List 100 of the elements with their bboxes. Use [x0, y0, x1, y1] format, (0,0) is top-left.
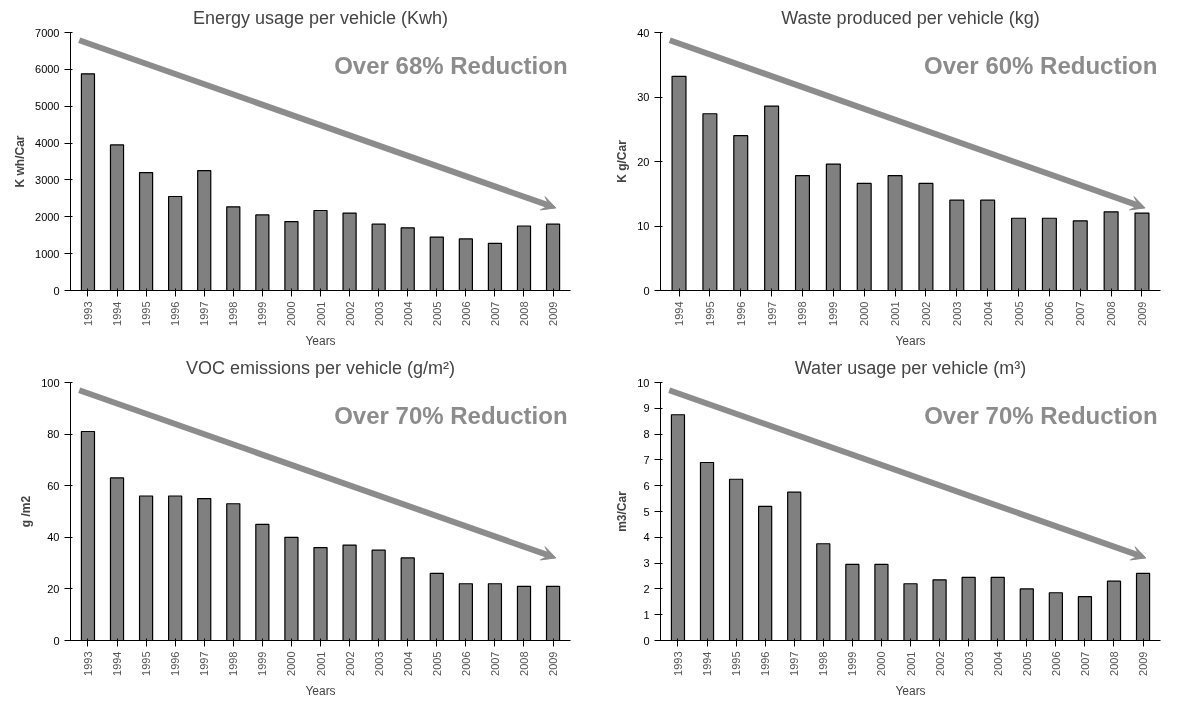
y-tick-label: 1000 [35, 247, 60, 260]
x-tick-label: 2005 [430, 301, 443, 326]
x-tick-label: 2004 [401, 651, 414, 676]
x-tick-label: 2003 [372, 651, 385, 676]
x-tick-label: 2008 [517, 651, 530, 676]
x-tick-label: 2009 [547, 301, 560, 326]
x-tick-label: 1996 [759, 651, 772, 676]
y-tick-label: 60 [47, 479, 60, 492]
x-tick-label: 2006 [1043, 301, 1056, 326]
x-tick-label: 2007 [488, 301, 501, 326]
x-tick-label: 1996 [734, 301, 747, 326]
x-tick-label: 1997 [198, 301, 211, 326]
x-tick-label: 1996 [169, 301, 182, 326]
x-tick-label: 1995 [730, 651, 743, 676]
x-tick-label: 2004 [401, 301, 414, 326]
chart-title: Waste produced per vehicle (kg) [781, 7, 1040, 28]
x-tick-label: 2003 [962, 651, 975, 676]
chart-title: Water usage per vehicle (m³) [794, 357, 1027, 378]
y-tick-label: 10 [637, 220, 650, 232]
x-tick-label: 2000 [285, 651, 298, 676]
y-tick-label: 8 [643, 428, 650, 441]
annotation: Over 60% Reduction [924, 51, 1158, 79]
x-tick-label: 2001 [314, 651, 327, 676]
y-tick-label: 7 [643, 453, 650, 466]
x-tick-label: 1994 [673, 301, 686, 326]
y-axis-title: m3/Car [615, 490, 630, 532]
y-tick-label: 4000 [35, 137, 60, 150]
x-tick-label: 1997 [198, 651, 211, 676]
x-tick-label: 1999 [846, 651, 859, 676]
y-tick-label: 7000 [35, 26, 60, 39]
x-tick-label: 2002 [343, 301, 356, 326]
y-tick-label: 10 [637, 376, 650, 389]
chart-title: VOC emissions per vehicle (g/m²) [185, 357, 456, 378]
y-tick-label: 80 [47, 428, 60, 441]
x-tick-label: 1999 [827, 301, 840, 326]
x-tick-label: 1998 [817, 651, 830, 676]
x-tick-label: 1997 [765, 301, 778, 326]
y-tick-label: 40 [637, 26, 650, 39]
y-tick-label: 0 [643, 284, 650, 297]
x-tick-label: 2001 [904, 651, 917, 676]
x-tick-label: 1995 [703, 301, 716, 326]
y-axis-title: g /m2 [19, 495, 34, 528]
y-tick-label: 2 [643, 582, 650, 595]
x-tick-label: 2009 [547, 651, 560, 676]
y-axis-title: K g/Car [615, 139, 630, 183]
x-tick-label: 1993 [671, 651, 684, 676]
x-tick-label: 2007 [1074, 301, 1087, 326]
x-tick-label: 2001 [314, 301, 327, 326]
x-tick-label: 1998 [796, 301, 809, 326]
y-tick-label: 0 [53, 284, 60, 297]
x-axis-title: Years [895, 683, 926, 698]
y-tick-label: 5000 [35, 100, 60, 113]
x-tick-label: 1997 [788, 651, 801, 676]
y-tick-label: 6 [643, 479, 650, 492]
y-tick-label: 3 [643, 557, 650, 570]
x-tick-label: 1994 [701, 651, 714, 676]
x-tick-label: 2005 [1012, 301, 1025, 326]
x-tick-label: 1993 [81, 651, 94, 676]
x-tick-label: 2002 [919, 301, 932, 326]
x-tick-label: 2006 [1049, 651, 1062, 676]
y-tick-label: 20 [47, 582, 60, 595]
x-tick-label: 2004 [981, 301, 994, 326]
x-tick-label: 2001 [889, 301, 902, 326]
x-tick-label: 1998 [227, 301, 240, 326]
x-tick-label: 2003 [950, 301, 963, 326]
x-tick-label: 1996 [169, 651, 182, 676]
annotation: Over 70% Reduction [924, 401, 1158, 429]
x-tick-label: 1993 [81, 301, 94, 326]
x-tick-label: 1999 [256, 651, 269, 676]
x-tick-label: 1994 [111, 651, 124, 676]
x-axis-title: Years [305, 683, 336, 698]
y-tick-label: 9 [643, 402, 650, 415]
x-tick-label: 2000 [285, 301, 298, 326]
x-tick-label: 2008 [517, 301, 530, 326]
x-tick-label: 2005 [430, 651, 443, 676]
x-tick-label: 1994 [111, 301, 124, 326]
x-tick-label: 1999 [256, 301, 269, 326]
x-tick-label: 2009 [1137, 651, 1150, 676]
y-tick-label: 20 [637, 155, 650, 168]
x-tick-label: 1995 [140, 301, 153, 326]
x-tick-label: 2002 [343, 651, 356, 676]
x-tick-label: 2006 [459, 651, 472, 676]
x-tick-label: 2007 [488, 651, 501, 676]
chart-title: Energy usage per vehicle (Kwh) [192, 7, 449, 28]
x-tick-label: 2002 [933, 651, 946, 676]
y-tick-label: 0 [53, 634, 60, 647]
x-tick-label: 2005 [1020, 651, 1033, 676]
x-tick-label: 1998 [227, 651, 240, 676]
x-tick-label: 2008 [1105, 301, 1118, 326]
y-tick-label: 40 [47, 531, 60, 544]
y-tick-label: 5 [643, 505, 650, 518]
y-tick-label: 4 [643, 531, 650, 544]
y-tick-label: 1 [643, 608, 650, 621]
annotation: Over 70% Reduction [334, 401, 568, 429]
x-axis-title: Years [895, 333, 926, 348]
y-tick-label: 0 [643, 634, 650, 647]
x-tick-label: 1995 [140, 651, 153, 676]
x-tick-label: 2000 [875, 651, 888, 676]
y-tick-label: 3000 [35, 173, 60, 186]
x-tick-label: 2009 [1135, 301, 1148, 326]
